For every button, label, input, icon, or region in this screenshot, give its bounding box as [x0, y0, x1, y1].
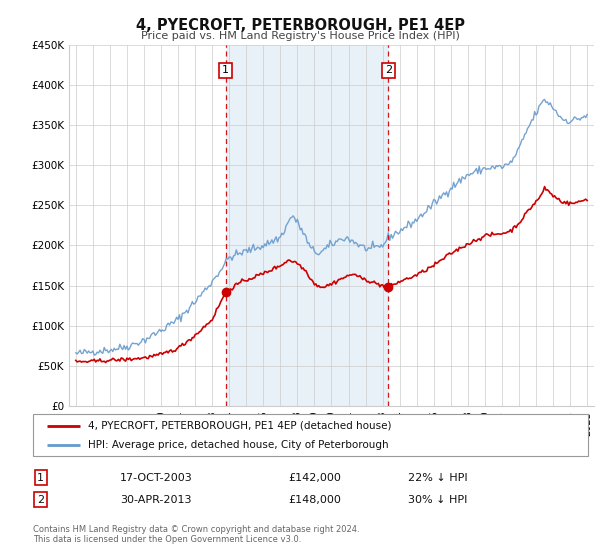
Text: 4, PYECROFT, PETERBOROUGH, PE1 4EP (detached house): 4, PYECROFT, PETERBOROUGH, PE1 4EP (deta… [89, 421, 392, 431]
Text: Price paid vs. HM Land Registry's House Price Index (HPI): Price paid vs. HM Land Registry's House … [140, 31, 460, 41]
Text: 22% ↓ HPI: 22% ↓ HPI [408, 473, 467, 483]
Text: £142,000: £142,000 [288, 473, 341, 483]
Text: 2: 2 [385, 66, 392, 76]
Text: 1: 1 [222, 66, 229, 76]
Text: 17-OCT-2003: 17-OCT-2003 [120, 473, 193, 483]
Text: £148,000: £148,000 [288, 494, 341, 505]
Text: 2: 2 [37, 494, 44, 505]
Text: 4, PYECROFT, PETERBOROUGH, PE1 4EP: 4, PYECROFT, PETERBOROUGH, PE1 4EP [136, 18, 464, 33]
Text: Contains HM Land Registry data © Crown copyright and database right 2024.: Contains HM Land Registry data © Crown c… [33, 525, 359, 534]
Text: 30% ↓ HPI: 30% ↓ HPI [408, 494, 467, 505]
Bar [226, 45, 388, 406]
Text: HPI: Average price, detached house, City of Peterborough: HPI: Average price, detached house, City… [89, 440, 389, 450]
Text: This data is licensed under the Open Government Licence v3.0.: This data is licensed under the Open Gov… [33, 535, 301, 544]
Text: 30-APR-2013: 30-APR-2013 [120, 494, 191, 505]
Text: 1: 1 [37, 473, 44, 483]
